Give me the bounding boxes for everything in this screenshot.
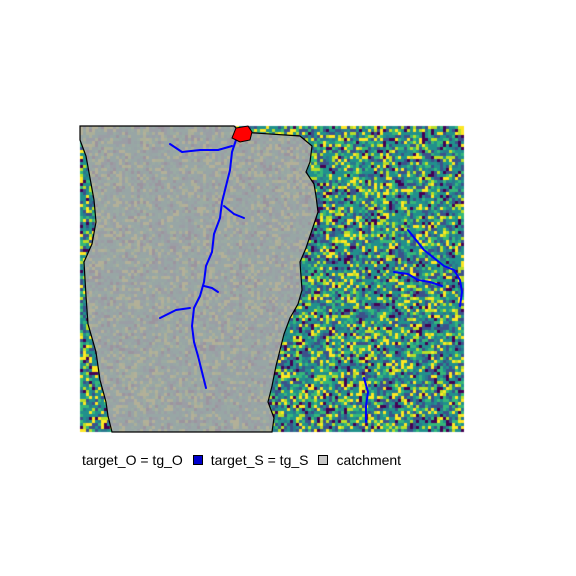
outlet-marker bbox=[231, 125, 253, 143]
legend-swatch-target-s bbox=[192, 455, 203, 465]
tributary-north bbox=[169, 143, 233, 153]
river-network-outside bbox=[363, 229, 463, 423]
catchment-polygon bbox=[79, 125, 319, 433]
tributary-west bbox=[159, 307, 191, 319]
tributary-east bbox=[223, 205, 245, 219]
legend: target_O = tg_O target_S = tg_S catchmen… bbox=[82, 452, 411, 468]
legend-item-catchment: catchment bbox=[318, 452, 411, 468]
river-network bbox=[159, 139, 245, 389]
river-east-branch bbox=[393, 271, 443, 287]
river-south bbox=[363, 377, 369, 423]
legend-item-target-s: target_S = tg_S bbox=[192, 452, 319, 468]
river-east bbox=[407, 229, 463, 307]
legend-label-target-o: target_O = tg_O bbox=[82, 452, 183, 468]
legend-label-target-s: target_S = tg_S bbox=[210, 452, 309, 468]
legend-swatch-catchment bbox=[318, 455, 329, 465]
legend-item-target-o: target_O = tg_O bbox=[82, 452, 193, 468]
main-river bbox=[191, 139, 237, 389]
tributary-mid bbox=[203, 285, 219, 293]
legend-label-catchment: catchment bbox=[336, 452, 402, 468]
